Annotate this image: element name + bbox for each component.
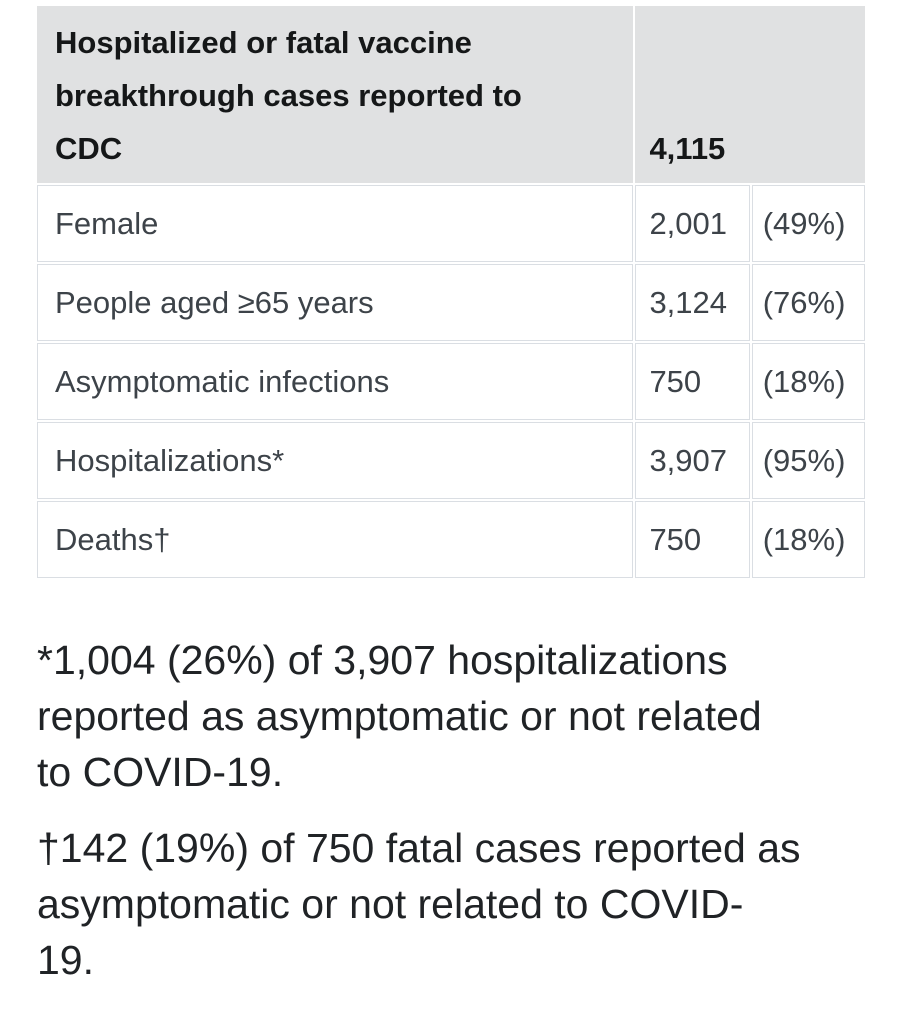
row-percent: (76%) [751,264,865,341]
table-row: Deaths† 750 (18%) [37,501,865,578]
footnote-line: †142 (19%) of 750 fatal cases reported a… [37,825,801,871]
table-header-row: Hospitalized or fatal vaccine breakthrou… [37,6,865,183]
page-content: Hospitalized or fatal vaccine breakthrou… [35,4,905,988]
row-percent: (49%) [751,185,865,262]
footnote-hospitalizations: *1,004 (26%) of 3,907 hospitalizations r… [37,632,905,800]
table-row: Asymptomatic infections 750 (18%) [37,343,865,420]
footnote-line: *1,004 (26%) of 3,907 hospitalizations [37,637,728,683]
row-label: People aged ≥65 years [37,264,634,341]
breakthrough-cases-table: Hospitalized or fatal vaccine breakthrou… [35,4,867,580]
table-header-label-line: breakthrough cases reported to [55,78,522,113]
table-row: Female 2,001 (49%) [37,185,865,262]
row-percent: (95%) [751,422,865,499]
row-label: Asymptomatic infections [37,343,634,420]
table-header: Hospitalized or fatal vaccine breakthrou… [37,6,865,183]
row-label: Female [37,185,634,262]
table-body: Female 2,001 (49%) People aged ≥65 years… [37,185,865,578]
row-label: Hospitalizations* [37,422,634,499]
table-header-total: 4,115 [635,6,865,183]
row-percent: (18%) [751,343,865,420]
row-count: 750 [635,501,750,578]
footnotes-section: *1,004 (26%) of 3,907 hospitalizations r… [35,632,905,988]
row-count: 3,124 [635,264,750,341]
table-row: Hospitalizations* 3,907 (95%) [37,422,865,499]
footnote-deaths: †142 (19%) of 750 fatal cases reported a… [37,820,905,988]
footnote-line: to COVID-19. [37,749,284,795]
row-percent: (18%) [751,501,865,578]
row-count: 3,907 [635,422,750,499]
table-header-label-line: Hospitalized or fatal vaccine [55,25,472,60]
table-header-label-line: CDC [55,131,123,166]
footnote-line: reported as asymptomatic or not related [37,693,762,739]
footnote-line: asymptomatic or not related to COVID- [37,881,744,927]
table-row: People aged ≥65 years 3,124 (76%) [37,264,865,341]
table-header-label: Hospitalized or fatal vaccine breakthrou… [37,6,634,183]
row-count: 2,001 [635,185,750,262]
footnote-line: 19. [37,937,94,983]
row-label: Deaths† [37,501,634,578]
row-count: 750 [635,343,750,420]
